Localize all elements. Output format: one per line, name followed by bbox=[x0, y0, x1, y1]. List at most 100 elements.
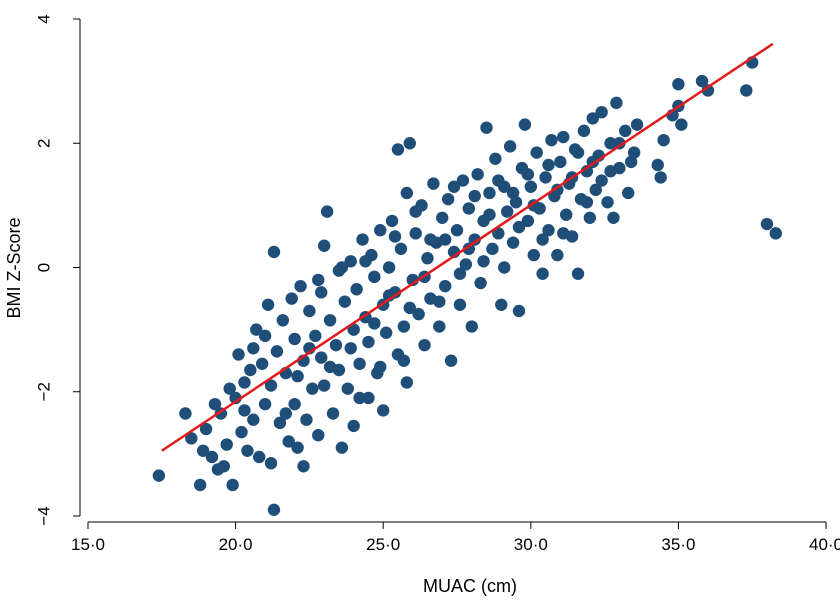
data-point bbox=[624, 155, 638, 169]
data-point bbox=[267, 503, 281, 516]
data-point bbox=[335, 261, 349, 274]
data-point bbox=[462, 202, 476, 215]
data-point bbox=[179, 407, 192, 420]
data-point bbox=[205, 450, 219, 464]
data-point bbox=[545, 133, 558, 147]
data-point bbox=[403, 301, 416, 315]
data-point bbox=[509, 196, 523, 209]
data-point bbox=[551, 248, 564, 262]
data-point bbox=[279, 407, 292, 420]
data-point bbox=[483, 208, 496, 221]
data-point bbox=[374, 224, 387, 237]
data-point bbox=[557, 227, 570, 240]
data-point bbox=[315, 286, 328, 299]
data-point bbox=[368, 317, 381, 330]
data-point bbox=[267, 245, 281, 259]
data-point bbox=[654, 171, 667, 184]
data-point bbox=[329, 338, 343, 352]
data-point bbox=[223, 382, 236, 395]
data-point bbox=[421, 251, 434, 265]
data-point bbox=[536, 233, 549, 246]
data-point bbox=[740, 84, 753, 97]
data-point bbox=[474, 276, 487, 290]
data-point bbox=[412, 307, 425, 321]
data-point bbox=[760, 217, 774, 231]
data-point bbox=[391, 143, 405, 156]
x-tick-label: 25·0 bbox=[366, 535, 400, 554]
data-point bbox=[465, 320, 478, 333]
data-point bbox=[468, 233, 481, 246]
data-point bbox=[241, 444, 254, 457]
data-point bbox=[468, 189, 481, 203]
data-point bbox=[238, 404, 251, 417]
y-tick-label: 4 bbox=[35, 14, 54, 23]
data-point bbox=[303, 304, 316, 318]
data-point bbox=[264, 379, 278, 392]
data-point bbox=[288, 332, 301, 346]
data-point bbox=[613, 137, 626, 150]
data-point bbox=[571, 146, 585, 159]
data-point bbox=[193, 478, 207, 492]
data-point bbox=[471, 168, 484, 181]
data-point bbox=[273, 416, 287, 430]
data-point bbox=[607, 211, 620, 224]
y-tick-label: −4 bbox=[35, 506, 54, 525]
data-point bbox=[353, 357, 366, 370]
data-point bbox=[294, 279, 307, 293]
data-point bbox=[444, 354, 458, 367]
data-point bbox=[492, 174, 505, 187]
data-point bbox=[320, 205, 334, 218]
data-point bbox=[695, 74, 709, 88]
data-point bbox=[701, 84, 715, 97]
data-point bbox=[323, 314, 337, 327]
data-point bbox=[657, 133, 670, 147]
data-point bbox=[282, 435, 295, 448]
data-point bbox=[255, 357, 269, 370]
y-tick-label: 0 bbox=[35, 263, 54, 272]
data-point bbox=[418, 338, 431, 352]
data-point bbox=[400, 186, 414, 200]
data-point bbox=[441, 192, 455, 206]
data-point bbox=[518, 118, 532, 131]
data-point bbox=[453, 298, 467, 311]
data-point bbox=[285, 292, 298, 305]
data-point bbox=[536, 267, 549, 280]
data-point bbox=[250, 323, 263, 336]
x-axis-title: MUAC (cm) bbox=[423, 576, 517, 596]
data-point bbox=[630, 118, 644, 131]
data-point bbox=[382, 261, 396, 274]
data-point bbox=[456, 174, 470, 187]
data-point bbox=[527, 248, 540, 262]
data-point bbox=[675, 118, 688, 131]
data-point bbox=[258, 397, 272, 411]
data-point bbox=[362, 335, 375, 349]
data-point bbox=[403, 137, 416, 150]
data-point bbox=[433, 295, 446, 308]
data-point bbox=[276, 314, 290, 327]
data-point bbox=[542, 224, 555, 237]
data-point bbox=[368, 270, 381, 284]
data-point bbox=[232, 348, 245, 361]
data-point bbox=[247, 413, 260, 426]
data-point bbox=[409, 205, 422, 218]
data-point bbox=[506, 236, 520, 249]
data-point bbox=[347, 419, 360, 433]
data-point bbox=[554, 155, 567, 169]
data-point bbox=[264, 456, 278, 470]
data-point bbox=[306, 382, 319, 395]
data-point bbox=[300, 413, 313, 426]
data-point bbox=[312, 429, 325, 442]
data-point bbox=[350, 283, 363, 296]
data-point bbox=[409, 227, 422, 240]
data-point bbox=[247, 342, 260, 355]
data-point bbox=[309, 329, 322, 343]
data-point bbox=[297, 460, 310, 473]
data-point bbox=[291, 370, 304, 383]
x-tick-label: 35·0 bbox=[661, 535, 695, 554]
data-point bbox=[512, 220, 526, 234]
y-tick-label: 2 bbox=[35, 139, 54, 148]
data-point bbox=[377, 404, 390, 417]
data-point bbox=[394, 242, 408, 256]
data-point bbox=[627, 146, 641, 159]
